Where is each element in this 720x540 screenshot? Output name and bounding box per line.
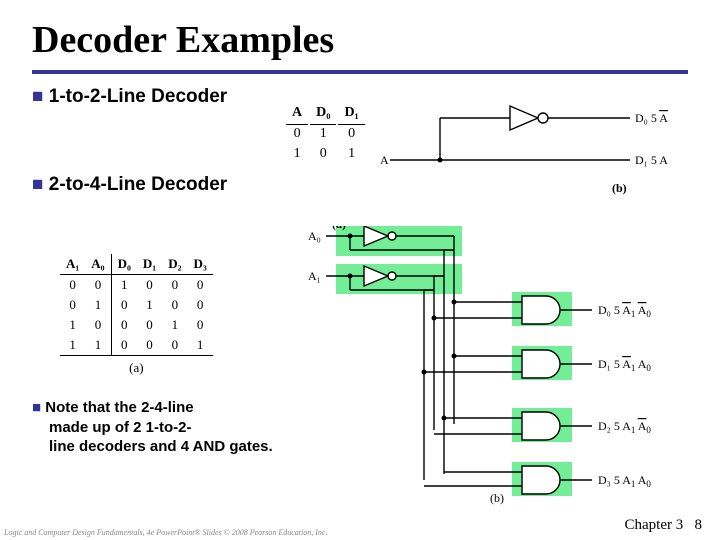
- circuit-2to4: A₀ A₁ (a): [294, 226, 714, 506]
- truth-table-2: A₁ A₀ D₀ D₁ D₂ D₃ 0 0 1 0 0 0 0 1 0 1 0 …: [60, 254, 213, 356]
- c: 0: [111, 335, 137, 356]
- c1-sub-b: (b): [612, 181, 627, 195]
- t2h3: D₁: [137, 254, 162, 275]
- c: 0: [162, 295, 187, 315]
- out-d1: D₁ 5 A1 A0: [598, 357, 651, 373]
- c: 0: [137, 275, 162, 296]
- bullet-note: ■ Note that the 2-4-line made up of 2 1-…: [0, 398, 273, 457]
- t1-r0c1: 1: [310, 124, 336, 143]
- c2-sub-b: (b): [490, 491, 504, 505]
- c: 0: [187, 295, 212, 315]
- c: 0: [187, 315, 212, 335]
- c: 0: [187, 275, 212, 296]
- t1-r1c0: 1: [286, 145, 308, 163]
- c: 1: [111, 275, 137, 296]
- title-rule: [32, 70, 688, 74]
- c: 0: [85, 315, 111, 335]
- t1-h-d1: D₁: [338, 104, 364, 122]
- c: 1: [85, 335, 111, 356]
- t2h0: A₁: [60, 254, 85, 275]
- c2-sub-a: (a): [332, 226, 346, 231]
- c: 0: [111, 295, 137, 315]
- footer-page: Chapter 3 8: [625, 517, 702, 534]
- t2h2: D₀: [111, 254, 137, 275]
- t2h5: D₃: [187, 254, 212, 275]
- out-d3: D₃ 5 A1 A0: [598, 473, 651, 489]
- c: 0: [60, 295, 85, 315]
- c1-in-a: A: [380, 153, 389, 167]
- footer-copyright: Logic and Computer Design Fundamentals, …: [4, 529, 327, 538]
- circuit-1to2: A D₀ 5 A D₁ 5 A (b): [380, 100, 690, 200]
- t1-h-d0: D₀: [310, 104, 336, 122]
- page-num: 8: [695, 517, 703, 533]
- c2-in-a1: A₁: [308, 269, 321, 283]
- t2-caption: (a): [60, 360, 213, 376]
- note-l2: made up of 2 1-to-2-: [0, 418, 273, 438]
- t1-h-a: A: [286, 104, 308, 122]
- c: 1: [60, 315, 85, 335]
- c: 1: [137, 295, 162, 315]
- c: 0: [137, 315, 162, 335]
- truth-table-1: A D₀ D₁ 0 1 0 1 0 1: [284, 102, 367, 165]
- c: 1: [60, 335, 85, 356]
- note-l1: Note that the 2-4-line: [45, 399, 193, 416]
- c: 0: [111, 315, 137, 335]
- chapter-label: Chapter 3: [625, 517, 684, 533]
- c: 1: [162, 315, 187, 335]
- page-title: Decoder Examples: [0, 0, 720, 70]
- t1-r1c2: 1: [338, 145, 364, 163]
- t1-r0c0: 0: [286, 124, 308, 143]
- c: 0: [85, 275, 111, 296]
- c: 1: [187, 335, 212, 356]
- t1-r1c1: 0: [310, 145, 336, 163]
- c1-out-d0: D₀ 5 A: [635, 111, 668, 125]
- c1-out-d1: D₁ 5 A: [635, 153, 668, 167]
- c2-in-a0: A₀: [308, 229, 321, 243]
- c: 0: [162, 275, 187, 296]
- c: 0: [137, 335, 162, 356]
- c: 1: [85, 295, 111, 315]
- t1-r0c2: 0: [338, 124, 364, 143]
- t2h1: A₀: [85, 254, 111, 275]
- c: 0: [60, 275, 85, 296]
- t2h4: D₂: [162, 254, 187, 275]
- out-d0: D₀ 5 A1 A0: [598, 303, 651, 319]
- c: 0: [162, 335, 187, 356]
- note-l3: line decoders and 4 AND gates.: [0, 437, 273, 457]
- truth-table-2-wrap: A₁ A₀ D₀ D₁ D₂ D₃ 0 0 1 0 0 0 0 1 0 1 0 …: [60, 254, 213, 376]
- out-d2: D₂ 5 A1 A0: [598, 419, 651, 435]
